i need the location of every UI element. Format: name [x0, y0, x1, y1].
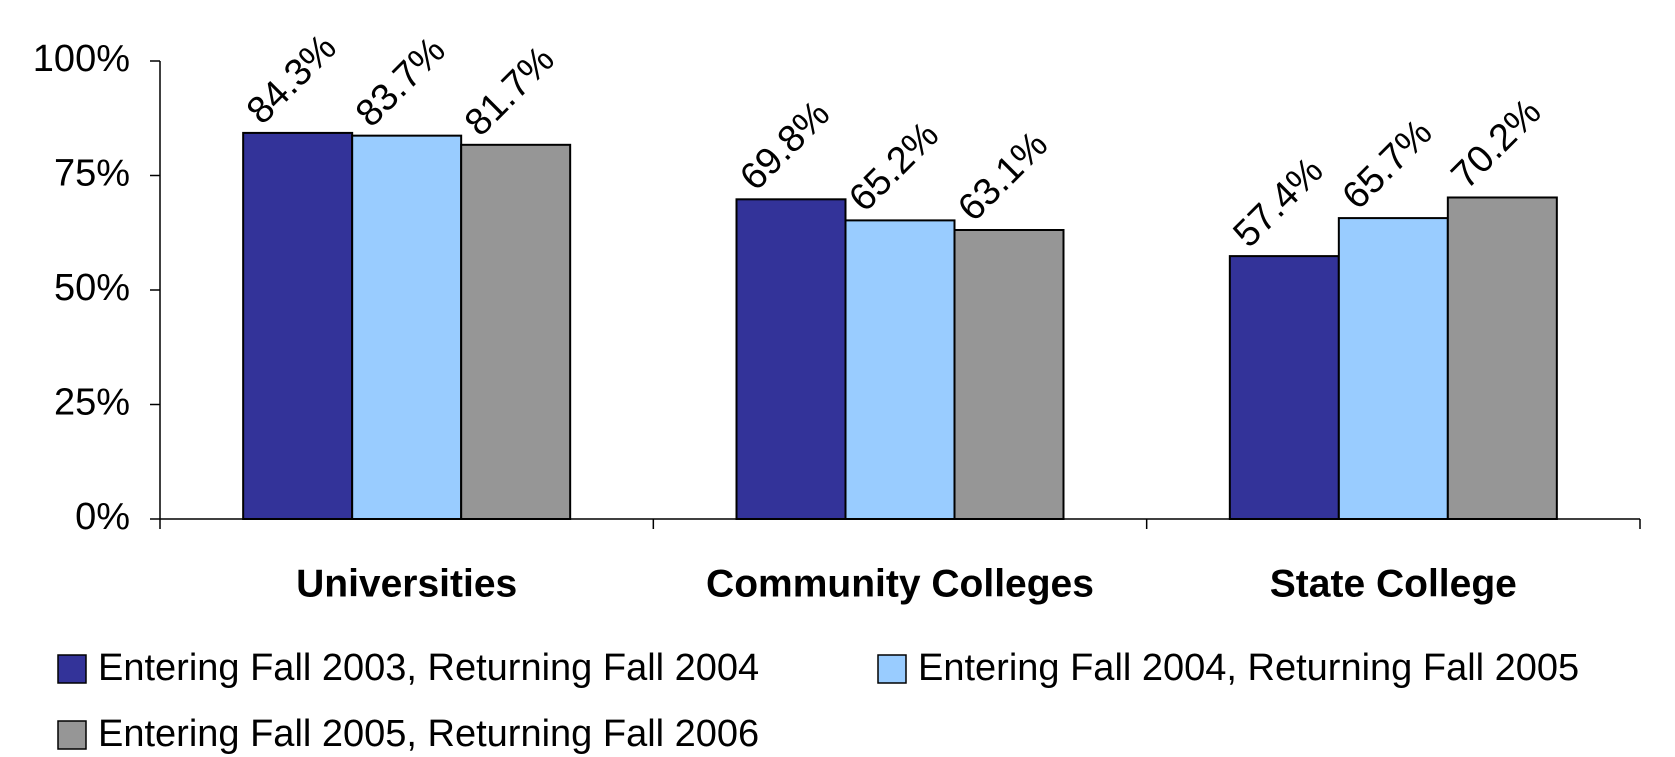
bar — [1337, 217, 1449, 520]
data-label: 84.3% — [239, 26, 345, 132]
legend-swatch — [57, 654, 87, 684]
bar — [460, 143, 572, 520]
legend-label: Entering Fall 2003, Returning Fall 2004 — [98, 647, 759, 689]
data-label: 57.4% — [1226, 150, 1332, 256]
data-label: 65.2% — [841, 114, 947, 220]
legend-label: Entering Fall 2004, Returning Fall 2005 — [918, 647, 1579, 689]
data-label: 70.2% — [1444, 91, 1550, 197]
x-tick-label: Universities — [296, 562, 517, 605]
x-tick-label: Community Colleges — [706, 562, 1094, 605]
y-tick-label: 0% — [75, 496, 130, 538]
x-tick-label: State College — [1270, 562, 1517, 605]
data-label: 65.7% — [1335, 112, 1441, 218]
data-label: 81.7% — [457, 38, 563, 144]
bar — [735, 198, 847, 520]
bar — [1228, 255, 1340, 520]
data-label: 69.8% — [732, 93, 838, 199]
bar — [351, 134, 463, 521]
y-tick-label: 100% — [33, 38, 130, 80]
bar — [844, 219, 956, 520]
legend-swatch — [57, 720, 87, 750]
y-tick-label: 75% — [54, 153, 130, 195]
y-tick-label: 25% — [54, 382, 130, 424]
bar — [1446, 196, 1558, 520]
data-label: 83.7% — [348, 29, 454, 135]
data-label: 63.1% — [950, 124, 1056, 230]
y-tick-label: 50% — [54, 267, 130, 309]
legend-swatch — [877, 654, 907, 684]
legend-label: Entering Fall 2005, Returning Fall 2006 — [98, 713, 759, 755]
bar — [242, 131, 354, 520]
bar — [953, 229, 1065, 520]
